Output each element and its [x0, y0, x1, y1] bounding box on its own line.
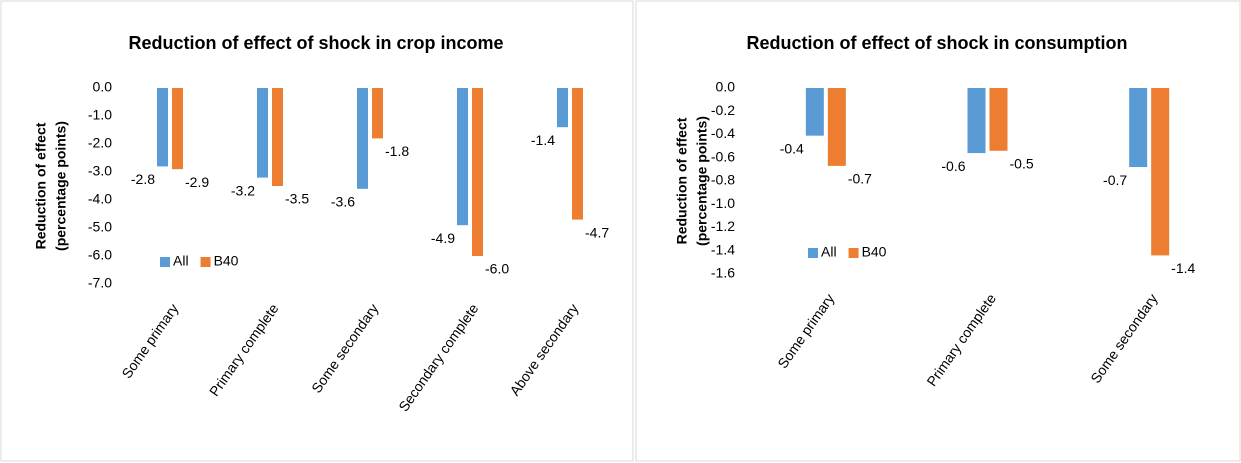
y-tick-label: 0.0: [716, 79, 736, 95]
bar: [967, 88, 986, 154]
bar: [457, 88, 468, 226]
y-tick-label: -1.2: [711, 218, 735, 234]
data-label: -1.4: [531, 132, 555, 148]
legend-swatch: [808, 248, 818, 258]
bar: [557, 88, 568, 128]
data-label: -0.7: [1103, 172, 1127, 188]
bar: [805, 88, 824, 136]
legend-label: All: [173, 253, 189, 269]
x-tick-label: Primary complete: [923, 290, 999, 389]
data-label: -3.2: [231, 182, 255, 198]
y-tick-label: -0.6: [711, 148, 735, 164]
data-label: -0.4: [780, 140, 804, 156]
bar: [989, 88, 1008, 151]
y-tick-label: -0.2: [711, 102, 735, 118]
bar: [357, 88, 368, 189]
bar: [257, 88, 268, 178]
x-tick-label: Some secondary: [308, 301, 381, 396]
data-label: -3.5: [285, 191, 309, 207]
panel-border: [635, 0, 1241, 462]
y-tick-label: -2.0: [88, 135, 112, 151]
bar: [272, 88, 283, 186]
data-label: -4.7: [585, 224, 609, 240]
x-tick-label: Secondary complete: [395, 301, 481, 415]
y-tick-label: -1.6: [711, 265, 735, 281]
bar: [472, 88, 483, 256]
bar: [1129, 88, 1148, 168]
x-tick-label: Primary complete: [206, 300, 282, 399]
legend-swatch: [200, 257, 211, 267]
y-tick-label: -0.4: [711, 125, 735, 141]
x-tick-label: Some primary: [774, 291, 837, 372]
legend-label: B40: [214, 253, 239, 269]
y-tick-label: -4.0: [88, 191, 112, 207]
chart-title: Reduction of effect of shock in crop inc…: [128, 33, 503, 53]
y-tick-label: -1.4: [711, 241, 735, 257]
data-label: -4.9: [431, 230, 455, 246]
x-tick-label: Above secondary: [506, 301, 581, 399]
bar: [1151, 88, 1170, 256]
legend-swatch: [160, 257, 170, 267]
y-tick-label: -1.0: [711, 195, 735, 211]
data-label: -2.9: [185, 174, 209, 190]
y-tick-label: -7.0: [88, 275, 112, 291]
y-axis-label: (percentage points): [694, 116, 710, 246]
data-label: -0.6: [941, 158, 965, 174]
data-label: -0.5: [1010, 155, 1034, 171]
x-tick-label: Some primary: [118, 301, 181, 382]
y-axis-label: (percentage points): [53, 121, 69, 251]
data-label: -3.6: [331, 194, 355, 210]
bar: [172, 88, 183, 170]
y-axis-label: Reduction of effect: [33, 122, 49, 249]
y-tick-label: -6.0: [88, 247, 112, 263]
bar: [372, 88, 383, 139]
bar: [827, 88, 846, 166]
y-tick-label: -3.0: [88, 163, 112, 179]
data-label: -1.4: [1171, 260, 1195, 276]
data-label: -0.7: [848, 171, 872, 187]
y-tick-label: -5.0: [88, 219, 112, 235]
panel-border: [0, 0, 634, 462]
legend-swatch: [848, 248, 859, 258]
bar: [572, 88, 583, 220]
data-label: -2.8: [131, 171, 155, 187]
legend-label: All: [821, 244, 837, 260]
data-label: -6.0: [485, 261, 509, 277]
y-tick-label: 0.0: [93, 79, 113, 95]
y-tick-label: -1.0: [88, 107, 112, 123]
chart-title: Reduction of effect of shock in consumpt…: [746, 33, 1127, 53]
bar: [157, 88, 168, 167]
legend-label: B40: [862, 244, 887, 260]
data-label: -1.8: [385, 143, 409, 159]
y-tick-label: -0.8: [711, 172, 735, 188]
y-axis-label: Reduction of effect: [674, 117, 690, 244]
x-tick-label: Some secondary: [1087, 291, 1160, 386]
